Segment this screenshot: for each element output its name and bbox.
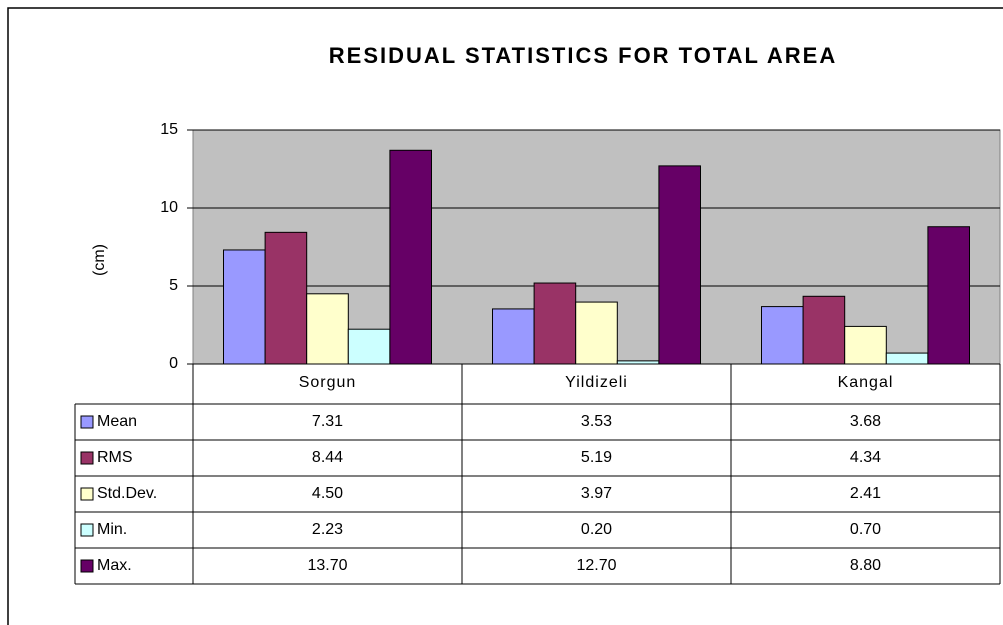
bar	[658, 165, 702, 365]
value-label: 12.70	[576, 557, 616, 574]
value-label: 5.19	[581, 449, 612, 466]
bar	[492, 308, 535, 365]
chart-title: RESIDUAL STATISTICS FOR TOTAL AREA	[329, 43, 837, 68]
x-tick-label: Kangal	[838, 374, 894, 391]
legend-label: Max.	[97, 557, 132, 574]
legend-label: Min.	[97, 521, 127, 538]
value-label: 7.31	[312, 413, 343, 430]
bar	[927, 226, 971, 365]
bar	[306, 293, 349, 365]
x-tick-label: Sorgun	[299, 374, 357, 391]
value-label: 13.70	[307, 557, 347, 574]
y-axis-label: (cm)	[91, 244, 108, 276]
legend-key	[80, 523, 94, 537]
value-label: 4.50	[312, 485, 343, 502]
bar	[389, 149, 432, 365]
bar	[264, 231, 308, 365]
bar	[223, 249, 266, 365]
value-label: 8.44	[312, 449, 343, 466]
value-label: 3.53	[581, 413, 612, 430]
bar	[761, 306, 804, 365]
legend-label: Mean	[97, 413, 137, 430]
value-label: 3.68	[850, 413, 881, 430]
y-tick-label: 10	[160, 199, 178, 216]
bar	[575, 301, 618, 365]
chart-frame	[7, 7, 1003, 625]
y-tick-label: 5	[169, 277, 178, 294]
legend-label: Std.Dev.	[97, 485, 157, 502]
value-label: 2.23	[312, 521, 343, 538]
value-label: 8.80	[850, 557, 881, 574]
value-label: 3.97	[581, 485, 612, 502]
legend-label: RMS	[97, 449, 133, 466]
value-label: 4.34	[850, 449, 881, 466]
value-label: 0.20	[581, 521, 612, 538]
bar	[844, 325, 887, 365]
value-label: 0.70	[850, 521, 881, 538]
legend-key	[80, 487, 94, 501]
bar	[885, 352, 929, 365]
legend-key	[80, 451, 94, 465]
bar	[347, 328, 391, 365]
x-tick-label: Yildizeli	[565, 374, 628, 391]
legend-key	[80, 559, 94, 573]
y-tick-label: 0	[169, 355, 178, 372]
bar	[616, 360, 660, 365]
bar	[533, 282, 577, 365]
y-tick-label: 15	[160, 121, 178, 138]
bar	[802, 295, 846, 365]
value-label: 2.41	[850, 485, 881, 502]
legend-key	[80, 415, 94, 429]
